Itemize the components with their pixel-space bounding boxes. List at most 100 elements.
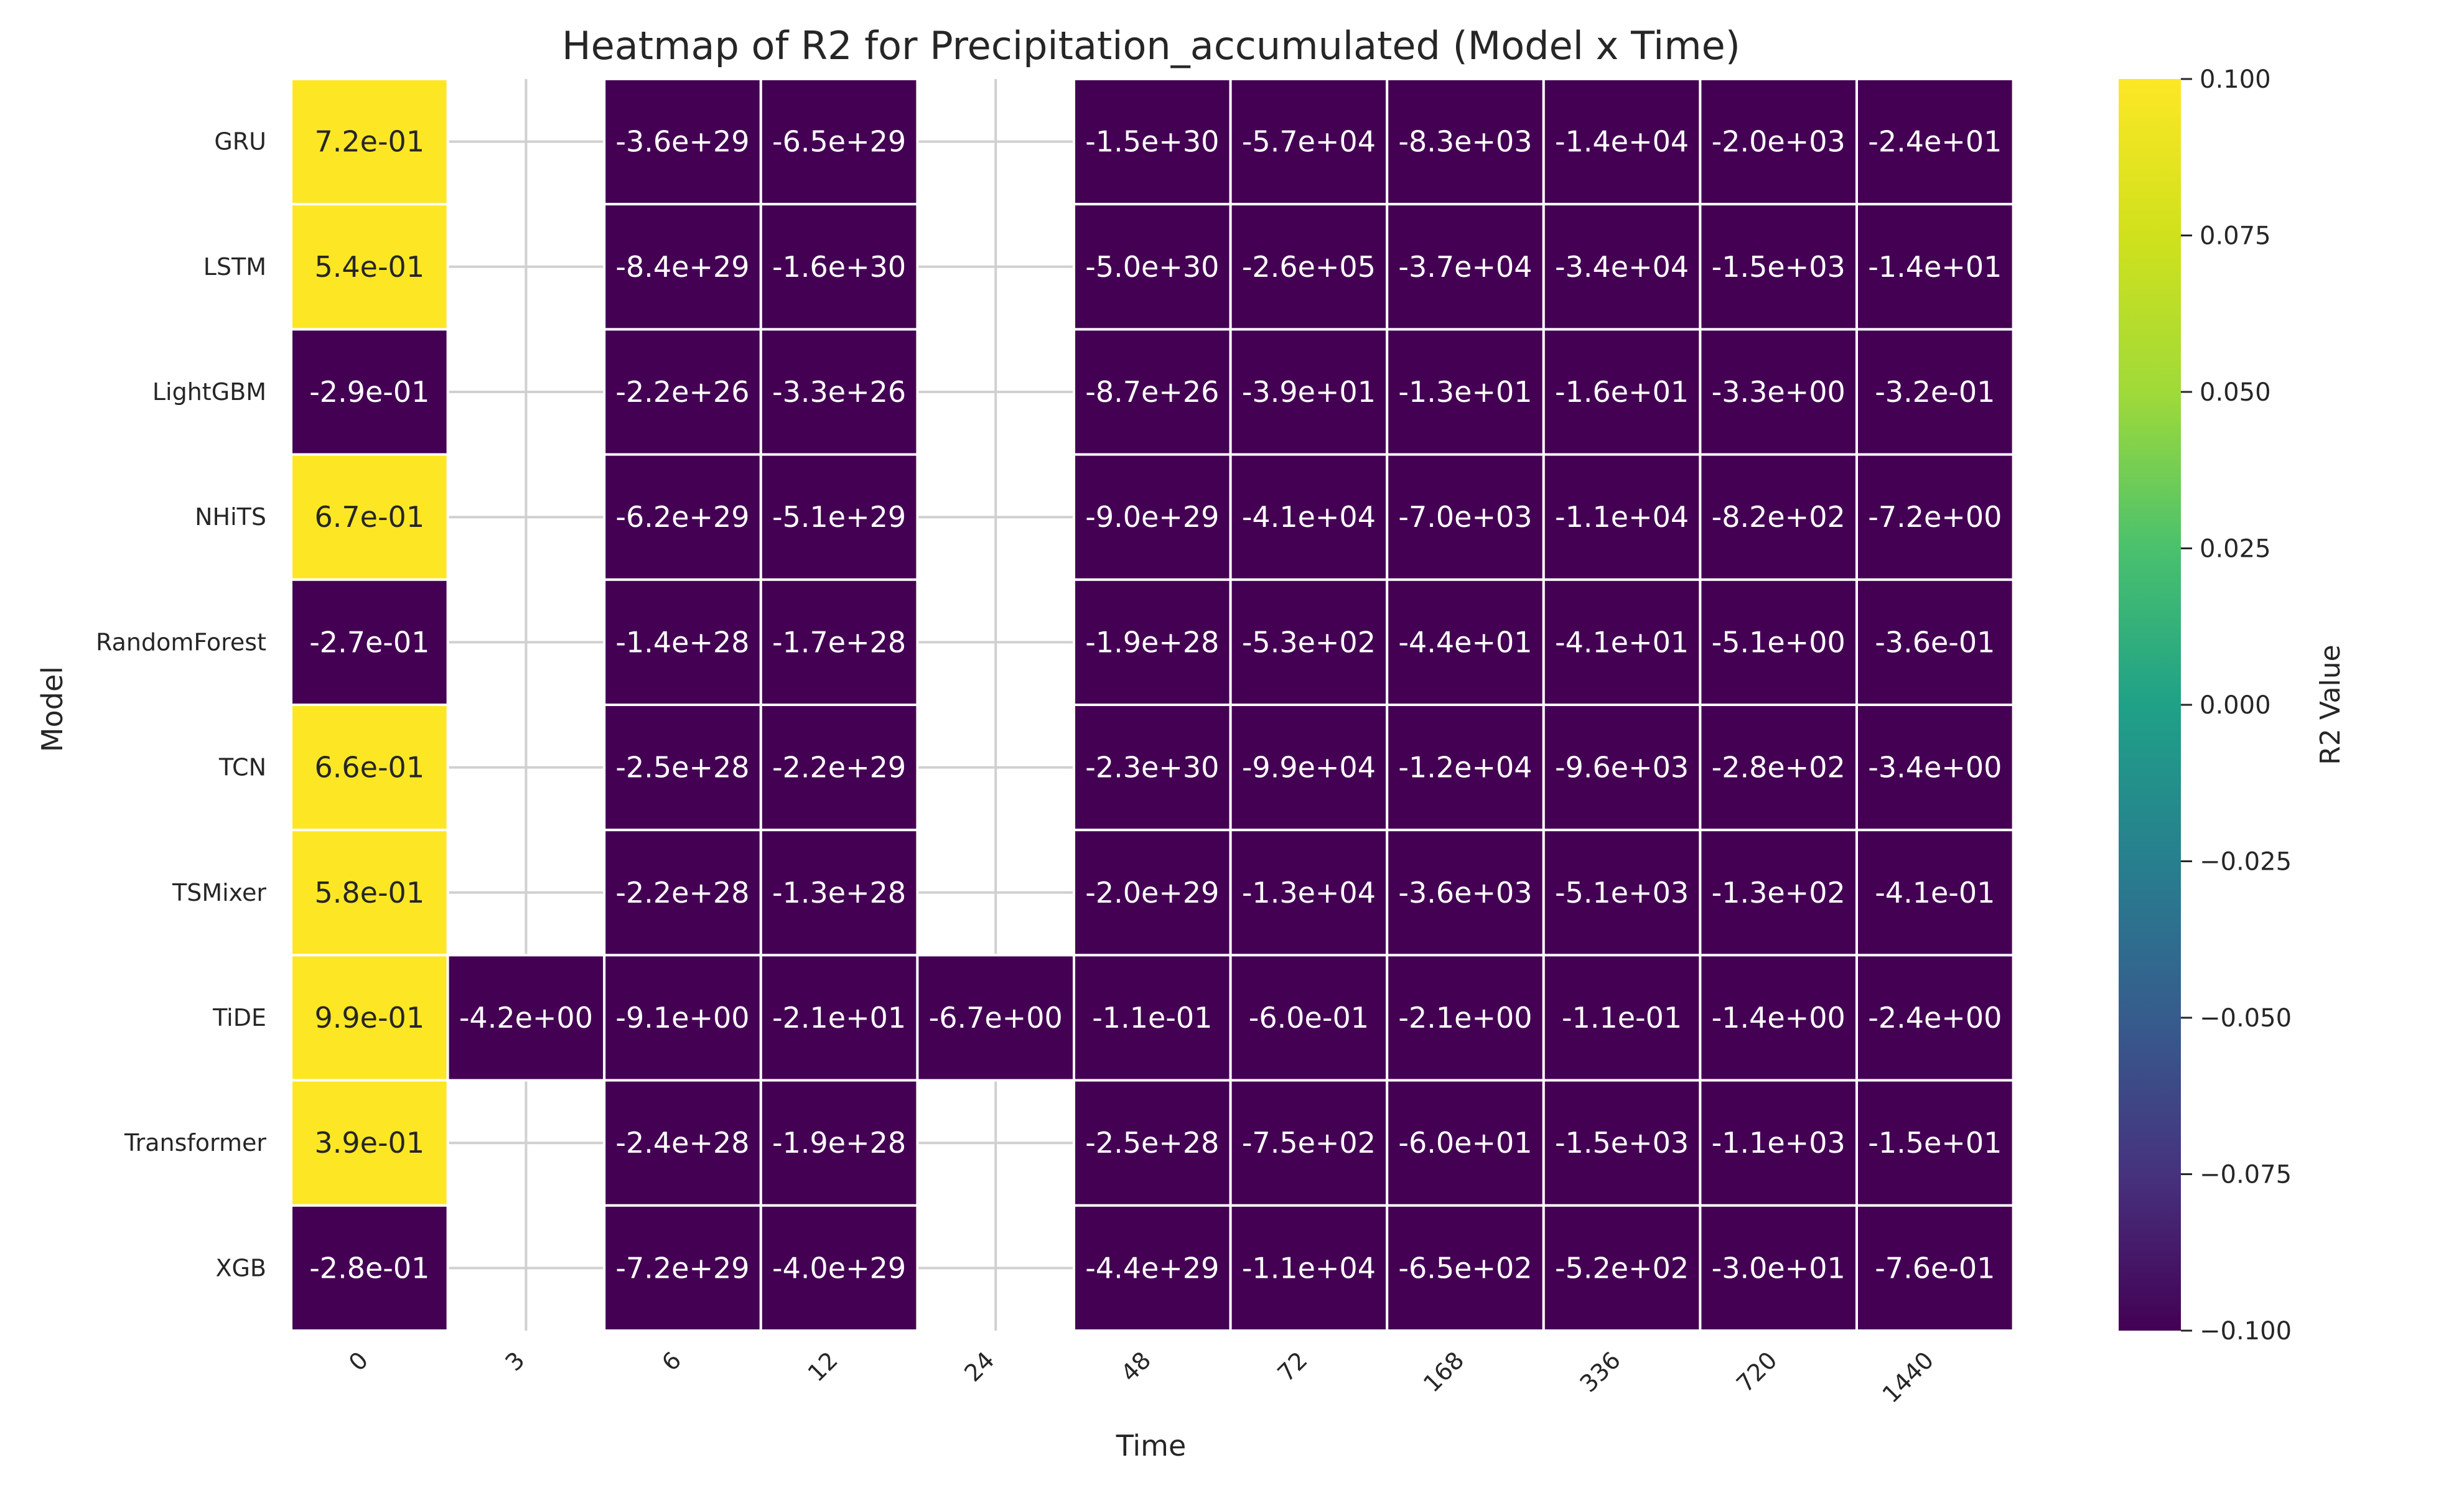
cell-value-label: -4.1e-01	[1875, 876, 1995, 909]
cell-value-label: -2.2e+28	[615, 876, 749, 909]
heatmap-cell	[1073, 1204, 1232, 1333]
cell-value-label: -1.1e-01	[1562, 1001, 1682, 1035]
heatmap-cell	[1229, 704, 1389, 832]
cell-value-label: -4.4e+01	[1398, 625, 1532, 659]
heatmap-cell	[1542, 203, 1702, 331]
heatmap-cell	[1229, 578, 1389, 706]
heatmap-cell	[1855, 829, 2015, 957]
x-tick-label: 336	[1575, 1346, 1626, 1397]
cell-value-label: -3.3e+26	[772, 375, 906, 409]
cell-value-label: -3.7e+04	[1398, 250, 1532, 284]
heatmap-cell	[603, 1079, 762, 1207]
x-axis-tick-labels: 0 3 6 12 24 48 72 168 336 720 1440	[343, 1346, 1939, 1408]
heatmap-cell	[1073, 578, 1232, 706]
cell-value-label: -1.3e+28	[772, 876, 906, 909]
heatmap-cell	[759, 704, 919, 832]
heatmap-cell	[1699, 203, 1858, 331]
y-tick-label: TCN	[218, 754, 266, 781]
cell-value-label: -7.5e+02	[1242, 1126, 1376, 1160]
colorbar-tick-label: −0.075	[2200, 1161, 2292, 1189]
heatmap-cell	[1386, 578, 1545, 706]
colorbar-tick-label: 0.100	[2200, 65, 2271, 94]
heatmap-cell	[1386, 203, 1545, 331]
x-tick-label: 168	[1418, 1346, 1469, 1397]
heatmap-cell	[1073, 1079, 1232, 1207]
cell-value-label: -1.5e+30	[1085, 125, 1219, 159]
cell-value-label: -3.4e+00	[1868, 751, 2002, 784]
cell-value-label: -2.9e-01	[309, 375, 429, 409]
heatmap-cell	[759, 829, 919, 957]
cell-value-label: -8.4e+29	[615, 250, 749, 284]
heatmap-cell	[1699, 78, 1858, 206]
cell-value-label: -4.2e+00	[459, 1001, 593, 1035]
heatmap-cell	[1229, 453, 1389, 581]
x-tick-label: 0	[343, 1346, 373, 1376]
cell-value-label: -3.4e+04	[1555, 250, 1689, 284]
heatmap-cell	[1855, 704, 2015, 832]
cell-value-label: -2.1e+00	[1398, 1001, 1532, 1035]
y-tick-label: NHiTS	[195, 503, 266, 531]
cell-value-label: -2.4e+01	[1868, 125, 2002, 159]
heatmap-cell	[1073, 954, 1232, 1082]
heatmap-cell	[1855, 578, 2015, 706]
cell-value-label: -6.7e+00	[929, 1001, 1063, 1035]
heatmap-cell	[1542, 578, 1702, 706]
heatmap-cell	[1699, 328, 1858, 456]
heatmap-cell	[1855, 203, 2015, 331]
cell-value-label: -1.5e+01	[1868, 1126, 2002, 1160]
heatmap-cell	[1699, 453, 1858, 581]
colorbar-tick-label: −0.050	[2200, 1004, 2292, 1033]
y-axis-tick-labels: GRU LSTM LightGBM NHiTS RandomForest TCN TSMix…	[96, 128, 266, 1282]
cell-value-label: -2.6e+05	[1242, 250, 1376, 284]
y-tick-label: XGB	[215, 1254, 266, 1281]
cell-value-label: -6.5e+02	[1398, 1251, 1532, 1285]
cell-value-label: -1.1e+04	[1555, 500, 1689, 534]
x-tick-label: 24	[959, 1346, 999, 1387]
heatmap-cell	[603, 453, 762, 581]
cell-value-label: -1.5e+03	[1712, 250, 1846, 284]
colorbar	[2119, 79, 2181, 1331]
heatmap-cell	[1386, 1204, 1545, 1333]
cell-value-label: -3.2e-01	[1875, 375, 1995, 409]
heatmap-cell	[1229, 829, 1389, 957]
cell-value-label: -4.0e+29	[772, 1251, 906, 1285]
cell-value-label: -4.4e+29	[1085, 1251, 1219, 1285]
heatmap-cells	[290, 78, 2015, 1333]
heatmap-cell	[759, 1204, 919, 1333]
y-tick-label: LSTM	[203, 253, 266, 281]
heatmap-cell	[1542, 1079, 1702, 1207]
y-tick-label: RandomForest	[96, 628, 266, 656]
heatmap-cell	[1073, 78, 1232, 206]
cell-value-label: -1.3e+04	[1242, 876, 1376, 909]
heatmap-cell	[1855, 1079, 2015, 1207]
heatmap-cell	[290, 829, 449, 957]
heatmap-cell	[290, 704, 449, 832]
cell-value-label: -1.4e+04	[1555, 125, 1689, 159]
heatmap-cell	[1229, 328, 1389, 456]
heatmap-cell	[1699, 578, 1858, 706]
cell-value-label: -2.0e+29	[1085, 876, 1219, 909]
cell-value-label: -1.9e+28	[772, 1126, 906, 1160]
cell-value-label: 6.7e-01	[315, 500, 425, 534]
heatmap-cell	[1542, 954, 1702, 1082]
cell-value-label: -1.4e+01	[1868, 250, 2002, 284]
cell-value-label: -8.3e+03	[1398, 125, 1532, 159]
cell-value-label: -9.6e+03	[1555, 751, 1689, 784]
cell-value-label: -3.6e+03	[1398, 876, 1532, 909]
cell-value-label: -3.0e+01	[1712, 1251, 1846, 1285]
y-axis-label: Model	[35, 666, 69, 752]
heatmap-cell	[1229, 954, 1389, 1082]
heatmap-cell	[603, 1204, 762, 1333]
cell-value-label: -8.7e+26	[1085, 375, 1219, 409]
cell-value-label: -2.2e+26	[615, 375, 749, 409]
cell-value-label: -9.0e+29	[1085, 500, 1219, 534]
cell-value-label: -6.0e-01	[1249, 1001, 1369, 1035]
heatmap-cell	[290, 1204, 449, 1333]
heatmap-cell	[1073, 203, 1232, 331]
heatmap-cell	[290, 578, 449, 706]
cell-value-label: -5.1e+00	[1712, 625, 1846, 659]
cell-value-label: -9.1e+00	[615, 1001, 749, 1035]
cell-value-label: -2.0e+03	[1712, 125, 1846, 159]
heatmap-cell	[603, 829, 762, 957]
